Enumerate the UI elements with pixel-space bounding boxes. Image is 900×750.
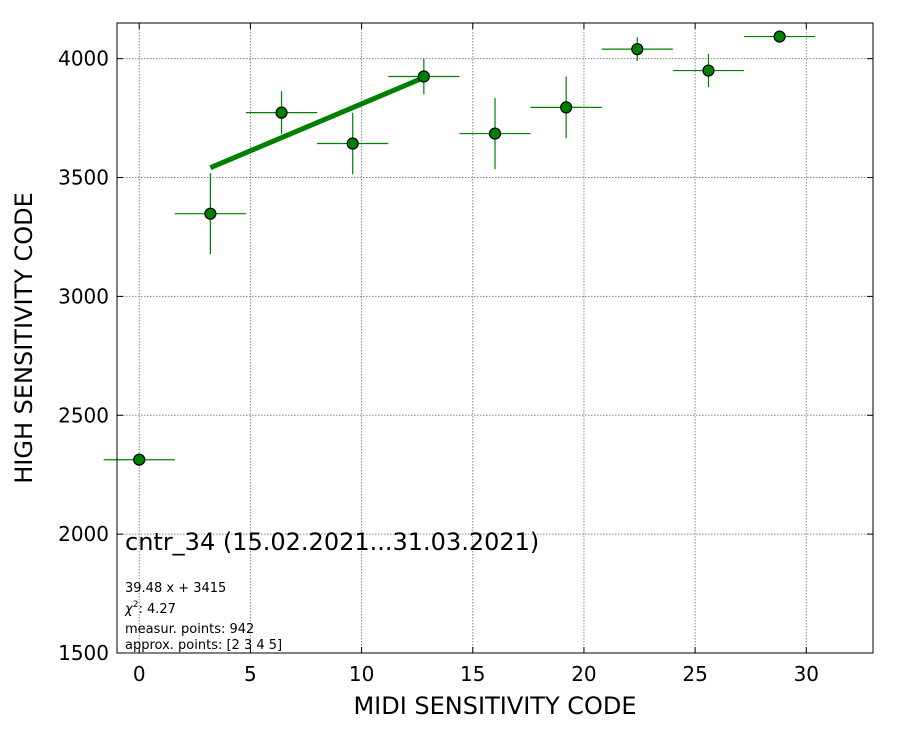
data-point-group (672, 53, 745, 88)
data-point (560, 101, 573, 114)
data-point-group (103, 453, 175, 466)
y-tick-label: 2500 (58, 403, 109, 427)
x-tick-label: 30 (794, 662, 819, 686)
y-tick-label: 4000 (58, 47, 109, 71)
y-axis-label: HIGH SENSITIVITY CODE (10, 192, 38, 484)
x-tick-label: 20 (571, 662, 596, 686)
data-point-group (174, 173, 246, 255)
data-point (204, 207, 217, 220)
fit-line (209, 75, 425, 171)
annotation-title: cntr_34 (15.02.2021...31.03.2021) (125, 528, 539, 556)
ticks: 0 5 10 15 20 25 30 1500 2000 2500 3000 3500 4000 (58, 23, 873, 686)
y-tick-label: 1500 (58, 641, 109, 665)
data-point-group (459, 97, 531, 170)
y-tick-label: 3500 (58, 166, 109, 190)
x-tick-label: 15 (460, 662, 485, 686)
data-point-group (530, 76, 602, 139)
data-point (133, 453, 146, 466)
fit-equation: 39.48 x + 3415 (125, 581, 226, 596)
chi2-symbol: χ (124, 602, 134, 617)
data-point (702, 64, 715, 77)
data-point (488, 127, 502, 140)
x-tick-label: 10 (349, 662, 374, 686)
y-tick-label: 2000 (58, 522, 109, 546)
data-point (275, 106, 288, 119)
data-point (417, 70, 430, 83)
measur-points: measur. points: 942 (125, 622, 254, 637)
data-point (773, 30, 786, 43)
data-point (346, 137, 359, 150)
data-point (631, 43, 644, 56)
data-point-group (245, 91, 318, 135)
x-tick-label: 25 (682, 662, 707, 686)
data-points (103, 30, 816, 466)
fit-line-group (209, 75, 425, 171)
data-point-group (388, 58, 460, 95)
chi2-value: : 4.27 (138, 602, 175, 617)
chi2-superscript: 2 (133, 600, 139, 610)
x-tick-label: 0 (133, 662, 146, 686)
plot-frame (116, 22, 874, 654)
grid (117, 23, 873, 654)
chi2-annotation: χ2: 4.27 (124, 600, 176, 617)
x-axis-label: MIDI SENSITIVITY CODE (353, 692, 636, 720)
x-tick-label: 5 (244, 662, 257, 686)
data-point-group (744, 30, 816, 43)
approx-points: approx. points: [2 3 4 5] (125, 638, 282, 653)
y-tick-label: 3000 (58, 284, 109, 308)
data-point-group (317, 112, 389, 175)
data-point-group (601, 37, 673, 62)
